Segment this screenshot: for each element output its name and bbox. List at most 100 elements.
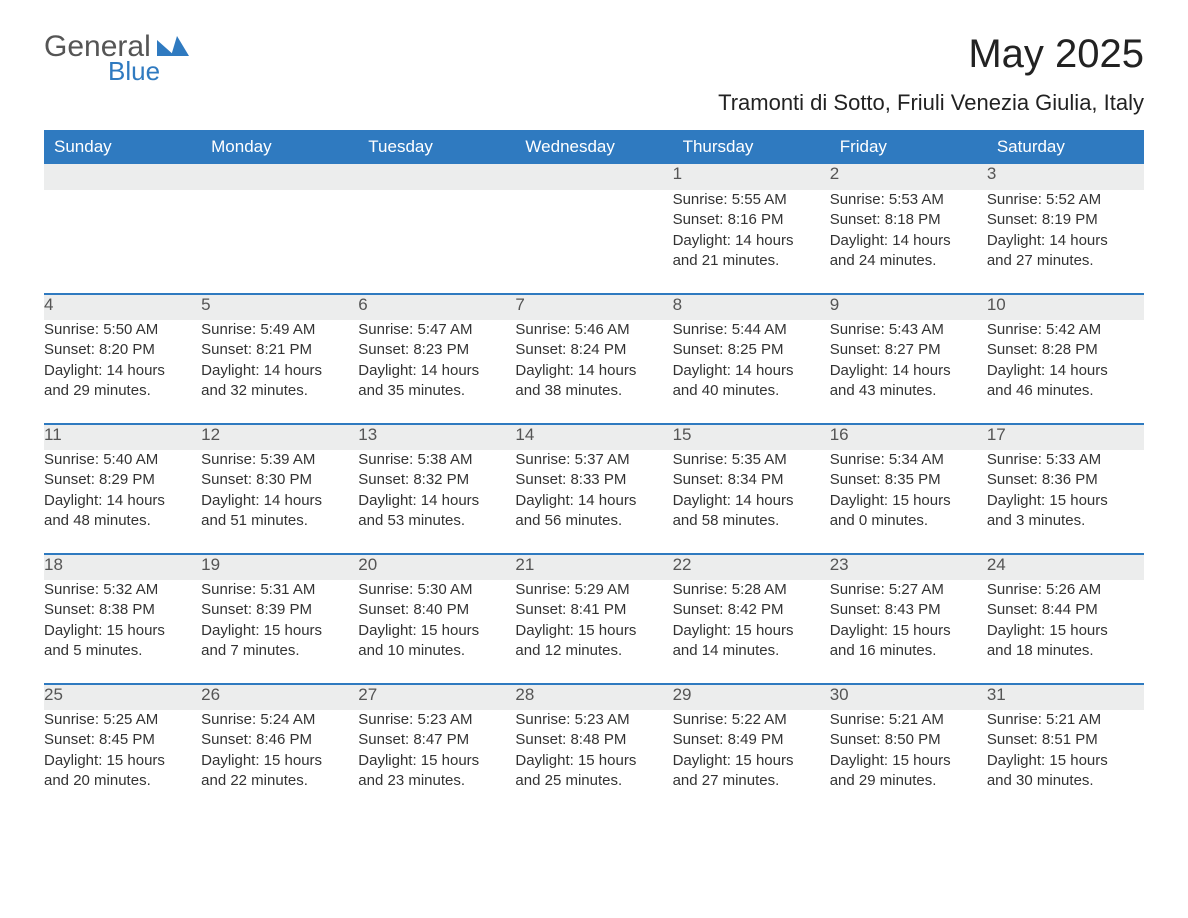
day1-text: Daylight: 14 hours <box>358 491 515 511</box>
sunrise-text: Sunrise: 5:29 AM <box>515 580 672 600</box>
day-number-cell: 27 <box>358 684 515 710</box>
day2-text: and 38 minutes. <box>515 381 672 401</box>
sunrise-text: Sunrise: 5:34 AM <box>830 450 987 470</box>
sunrise-text: Sunrise: 5:50 AM <box>44 320 201 340</box>
day-detail-cell: Sunrise: 5:46 AMSunset: 8:24 PMDaylight:… <box>515 320 672 424</box>
day-detail-cell: Sunrise: 5:21 AMSunset: 8:51 PMDaylight:… <box>987 710 1144 814</box>
day-header: Friday <box>830 130 987 164</box>
sunrise-text: Sunrise: 5:27 AM <box>830 580 987 600</box>
day-number-cell: 31 <box>987 684 1144 710</box>
day-detail-cell: Sunrise: 5:40 AMSunset: 8:29 PMDaylight:… <box>44 450 201 554</box>
day2-text: and 25 minutes. <box>515 771 672 791</box>
sunset-text: Sunset: 8:44 PM <box>987 600 1144 620</box>
day-number-cell: 11 <box>44 424 201 450</box>
sunset-text: Sunset: 8:19 PM <box>987 210 1144 230</box>
day1-text: Daylight: 14 hours <box>673 361 830 381</box>
location-subtitle: Tramonti di Sotto, Friuli Venezia Giulia… <box>44 90 1144 116</box>
sunrise-text: Sunrise: 5:43 AM <box>830 320 987 340</box>
sunset-text: Sunset: 8:39 PM <box>201 600 358 620</box>
sunrise-text: Sunrise: 5:40 AM <box>44 450 201 470</box>
day-number-cell: 20 <box>358 554 515 580</box>
sunset-text: Sunset: 8:36 PM <box>987 470 1144 490</box>
day-number-cell: 10 <box>987 294 1144 320</box>
brand-mark-icon <box>157 34 191 56</box>
sunset-text: Sunset: 8:49 PM <box>673 730 830 750</box>
day-number-cell: 17 <box>987 424 1144 450</box>
sunset-text: Sunset: 8:46 PM <box>201 730 358 750</box>
day-detail-row: Sunrise: 5:40 AMSunset: 8:29 PMDaylight:… <box>44 450 1144 554</box>
day-detail-cell: Sunrise: 5:38 AMSunset: 8:32 PMDaylight:… <box>358 450 515 554</box>
sunset-text: Sunset: 8:21 PM <box>201 340 358 360</box>
day1-text: Daylight: 14 hours <box>44 361 201 381</box>
sunrise-text: Sunrise: 5:28 AM <box>673 580 830 600</box>
day2-text: and 29 minutes. <box>830 771 987 791</box>
calendar-page: General Blue May 2025 Tramonti di Sotto,… <box>0 0 1188 854</box>
day1-text: Daylight: 15 hours <box>987 751 1144 771</box>
day1-text: Daylight: 14 hours <box>44 491 201 511</box>
day-number-cell: 7 <box>515 294 672 320</box>
day-detail-cell: Sunrise: 5:25 AMSunset: 8:45 PMDaylight:… <box>44 710 201 814</box>
day-number-cell <box>44 164 201 190</box>
day-number-cell: 24 <box>987 554 1144 580</box>
day-header: Sunday <box>44 130 201 164</box>
day-number-cell: 14 <box>515 424 672 450</box>
day1-text: Daylight: 15 hours <box>201 621 358 641</box>
day-number-cell: 21 <box>515 554 672 580</box>
day-header: Tuesday <box>358 130 515 164</box>
day2-text: and 43 minutes. <box>830 381 987 401</box>
day1-text: Daylight: 15 hours <box>44 621 201 641</box>
day-detail-cell <box>201 190 358 294</box>
day-number-cell: 23 <box>830 554 987 580</box>
day1-text: Daylight: 15 hours <box>201 751 358 771</box>
day-detail-cell: Sunrise: 5:33 AMSunset: 8:36 PMDaylight:… <box>987 450 1144 554</box>
sunrise-text: Sunrise: 5:22 AM <box>673 710 830 730</box>
day2-text: and 40 minutes. <box>673 381 830 401</box>
day1-text: Daylight: 15 hours <box>673 621 830 641</box>
day1-text: Daylight: 14 hours <box>201 361 358 381</box>
day-number-cell: 13 <box>358 424 515 450</box>
sunrise-text: Sunrise: 5:24 AM <box>201 710 358 730</box>
day-detail-row: Sunrise: 5:50 AMSunset: 8:20 PMDaylight:… <box>44 320 1144 424</box>
day-number-cell: 15 <box>673 424 830 450</box>
sunset-text: Sunset: 8:45 PM <box>44 730 201 750</box>
day-number-cell <box>201 164 358 190</box>
top-bar: General Blue May 2025 <box>44 32 1144 84</box>
sunset-text: Sunset: 8:34 PM <box>673 470 830 490</box>
day-number-cell: 26 <box>201 684 358 710</box>
sunrise-text: Sunrise: 5:37 AM <box>515 450 672 470</box>
day-detail-cell: Sunrise: 5:42 AMSunset: 8:28 PMDaylight:… <box>987 320 1144 424</box>
day-detail-cell: Sunrise: 5:39 AMSunset: 8:30 PMDaylight:… <box>201 450 358 554</box>
day-detail-cell: Sunrise: 5:22 AMSunset: 8:49 PMDaylight:… <box>673 710 830 814</box>
sunrise-text: Sunrise: 5:33 AM <box>987 450 1144 470</box>
day2-text: and 3 minutes. <box>987 511 1144 531</box>
sunrise-text: Sunrise: 5:42 AM <box>987 320 1144 340</box>
day-number-cell: 1 <box>673 164 830 190</box>
sunrise-text: Sunrise: 5:49 AM <box>201 320 358 340</box>
sunset-text: Sunset: 8:29 PM <box>44 470 201 490</box>
day-number-cell: 19 <box>201 554 358 580</box>
sunset-text: Sunset: 8:42 PM <box>673 600 830 620</box>
day2-text: and 53 minutes. <box>358 511 515 531</box>
sunrise-text: Sunrise: 5:23 AM <box>515 710 672 730</box>
sunset-text: Sunset: 8:28 PM <box>987 340 1144 360</box>
sunset-text: Sunset: 8:43 PM <box>830 600 987 620</box>
day1-text: Daylight: 14 hours <box>830 361 987 381</box>
day-detail-cell: Sunrise: 5:49 AMSunset: 8:21 PMDaylight:… <box>201 320 358 424</box>
day2-text: and 58 minutes. <box>673 511 830 531</box>
day-number-cell: 30 <box>830 684 987 710</box>
sunset-text: Sunset: 8:20 PM <box>44 340 201 360</box>
sunset-text: Sunset: 8:27 PM <box>830 340 987 360</box>
day-number-cell: 3 <box>987 164 1144 190</box>
day2-text: and 24 minutes. <box>830 251 987 271</box>
day2-text: and 30 minutes. <box>987 771 1144 791</box>
day1-text: Daylight: 14 hours <box>673 491 830 511</box>
sunrise-text: Sunrise: 5:21 AM <box>987 710 1144 730</box>
sunrise-text: Sunrise: 5:32 AM <box>44 580 201 600</box>
day-detail-cell: Sunrise: 5:47 AMSunset: 8:23 PMDaylight:… <box>358 320 515 424</box>
day1-text: Daylight: 15 hours <box>987 491 1144 511</box>
day1-text: Daylight: 15 hours <box>830 621 987 641</box>
day2-text: and 5 minutes. <box>44 641 201 661</box>
day-number-cell: 2 <box>830 164 987 190</box>
day-detail-cell: Sunrise: 5:37 AMSunset: 8:33 PMDaylight:… <box>515 450 672 554</box>
sunset-text: Sunset: 8:18 PM <box>830 210 987 230</box>
